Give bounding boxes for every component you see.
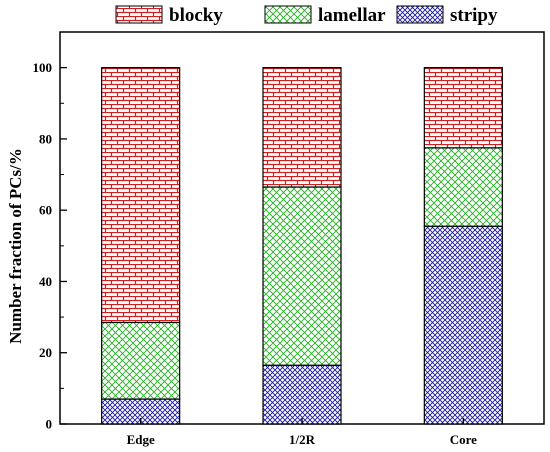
y-tick-label: 100 [33,60,53,75]
legend-swatch-lamellar [264,5,312,24]
legend-swatch-blocky [115,5,163,24]
bar-blocky-2 [262,67,342,188]
bars [101,67,503,425]
bar-lamellar-3 [423,147,503,227]
y-tick-label: 60 [39,203,52,218]
bar-lamellar-1 [101,321,181,400]
x-tick-label: Edge [127,432,155,447]
legend-label-blocky: blocky [169,5,223,26]
bar-blocky-3 [423,67,503,149]
y-tick-label: 0 [46,417,53,432]
y-tick-label: 40 [39,274,52,289]
bar-blocky-1 [101,67,181,324]
bar-stripy-2 [262,364,342,425]
bar-stripy-3 [423,225,503,425]
y-axis-title: Number fraction of PCs/% [6,148,25,344]
legend-label-stripy: stripy [450,5,498,26]
x-tick-label: Core [450,432,477,447]
x-axis: Edge 1/2R Core [127,418,477,447]
y-axis: 0 20 40 60 80 100 [33,60,67,432]
y-tick-label: 20 [39,345,52,360]
x-tick-label: 1/2R [289,432,316,447]
bar-lamellar-2 [262,186,342,366]
y-tick-label: 80 [39,131,52,146]
legend-label-lamellar: lamellar [318,5,386,26]
legend-swatch-stripy [396,5,444,24]
legend: blocky lamellar stripy [115,5,498,26]
